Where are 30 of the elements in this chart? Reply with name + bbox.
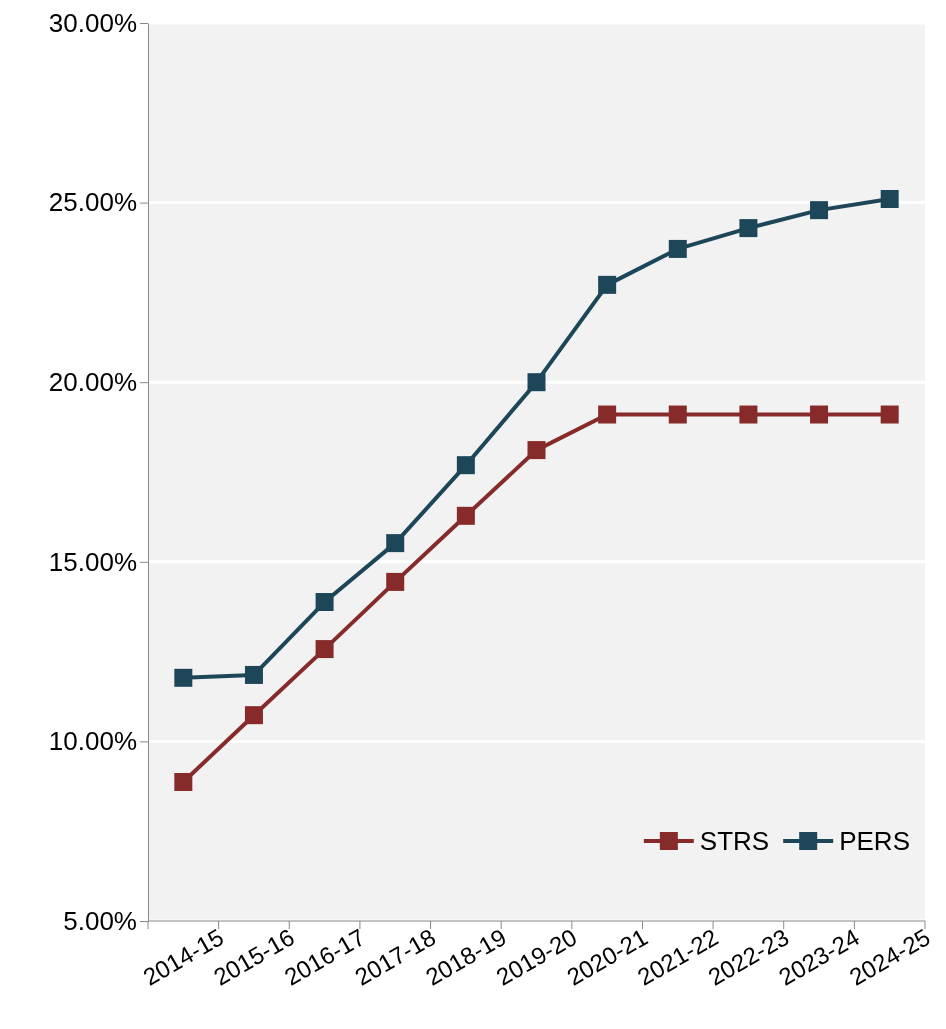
point [174, 668, 193, 687]
point [174, 772, 193, 791]
point [880, 190, 899, 209]
point [386, 534, 405, 553]
y-tick-label: 25.00% [48, 187, 137, 218]
point [527, 441, 546, 460]
point [739, 219, 758, 238]
legend-label: STRS [699, 826, 770, 857]
point [880, 405, 899, 424]
point [810, 405, 829, 424]
point [668, 239, 687, 258]
point [244, 706, 263, 725]
y-tick-label: 10.00% [48, 726, 137, 757]
point [668, 405, 687, 424]
point [739, 405, 758, 424]
point [598, 275, 617, 294]
point [386, 572, 405, 591]
y-tick-label: 30.00% [48, 7, 137, 38]
point [244, 665, 263, 684]
legend-label: PERS [839, 826, 910, 857]
y-tick-label: 15.00% [48, 546, 137, 577]
y-tick-label: 20.00% [48, 367, 137, 398]
point [456, 506, 475, 525]
point [315, 640, 334, 659]
point [456, 456, 475, 475]
y-tick-label: 5.00% [63, 905, 137, 936]
point [315, 593, 334, 612]
point [810, 201, 829, 220]
point [527, 373, 546, 392]
point [598, 405, 617, 424]
